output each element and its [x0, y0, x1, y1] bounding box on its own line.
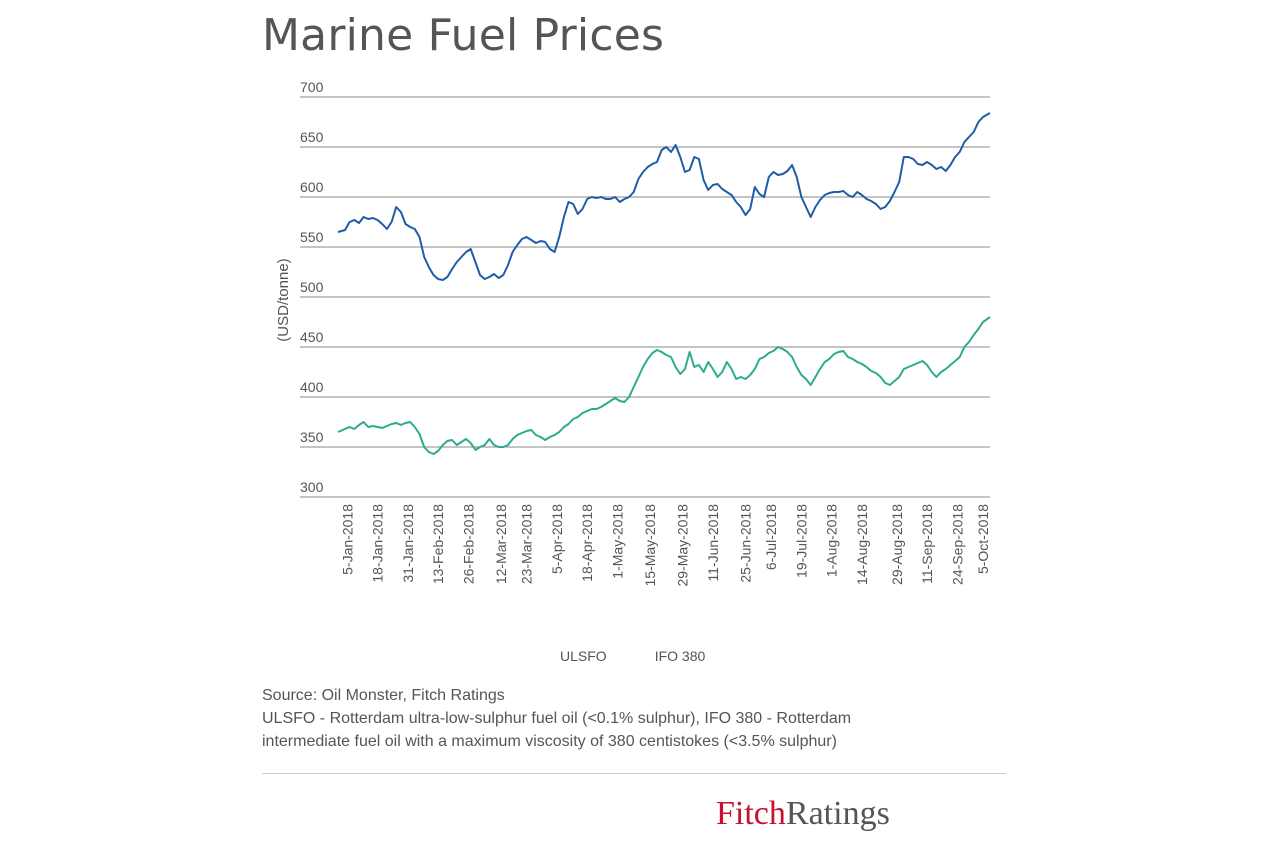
series-line-ulsfo: [337, 112, 991, 281]
logo-fitch: Fitch: [716, 795, 786, 832]
x-tick-label: 12-Mar-2018: [493, 504, 509, 584]
x-tick-label: 18-Apr-2018: [579, 504, 595, 582]
x-tick-label: 31-Jan-2018: [400, 504, 416, 583]
x-tick-label: 25-Jun-2018: [738, 504, 754, 583]
definition-line-2: intermediate fuel oil with a maximum vis…: [262, 733, 837, 750]
x-tick-label: 15-May-2018: [642, 504, 658, 587]
source-line: Source: Oil Monster, Fitch Ratings: [262, 687, 505, 704]
y-tick-label: 450: [300, 329, 324, 345]
x-tick-label: 26-Feb-2018: [460, 504, 476, 584]
logo-ratings: Ratings: [785, 795, 890, 832]
series-line-ifo-380: [337, 316, 991, 455]
x-tick-label: 23-Mar-2018: [519, 504, 535, 584]
divider: [262, 773, 1006, 774]
x-tick-label: 5-Jan-2018: [339, 504, 355, 575]
y-tick-label: 700: [300, 79, 324, 95]
y-tick-label: 550: [300, 229, 324, 245]
x-tick-label: 29-May-2018: [675, 504, 691, 587]
x-tick-label: 24-Sep-2018: [949, 504, 965, 585]
y-tick-label: 650: [300, 129, 324, 145]
x-tick-label: 14-Aug-2018: [854, 504, 870, 585]
definition-line-1: ULSFO - Rotterdam ultra-low-sulphur fuel…: [262, 710, 852, 727]
gridlines: [300, 96, 990, 498]
x-tick-label: 11-Jun-2018: [705, 504, 721, 582]
chart-title: Marine Fuel Prices: [262, 10, 665, 61]
legend-ulsfo: ULSFO: [560, 648, 607, 664]
y-axis-ticks: 300 350 400 450 500 550 600 650 700: [300, 79, 324, 495]
x-tick-label: 5-Apr-2018: [549, 504, 565, 574]
x-tick-label: 19-Jul-2018: [793, 504, 809, 578]
x-tick-label: 6-Jul-2018: [763, 504, 779, 570]
x-tick-label: 18-Jan-2018: [370, 504, 386, 583]
x-tick-label: 13-Feb-2018: [430, 504, 446, 584]
x-axis-ticks: 5-Jan-2018 18-Jan-2018 31-Jan-2018 13-Feb-2…: [339, 504, 991, 587]
y-tick-label: 300: [300, 479, 324, 495]
x-tick-label: 29-Aug-2018: [889, 504, 905, 585]
y-axis-label: (USD/tonne): [275, 258, 292, 341]
legend: ULSFO IFO 380: [560, 648, 705, 664]
series-lines: [337, 112, 991, 455]
y-tick-label: 600: [300, 179, 324, 195]
y-tick-label: 350: [300, 429, 324, 445]
x-tick-label: 11-Sep-2018: [919, 504, 935, 584]
fitch-ratings-logo: FitchRatings: [716, 795, 890, 833]
y-tick-label: 400: [300, 379, 324, 395]
source-note: Source: Oil Monster, Fitch Ratings ULSFO…: [262, 684, 1022, 753]
x-tick-label: 1-Aug-2018: [824, 504, 840, 577]
legend-ifo380: IFO 380: [654, 648, 706, 664]
x-tick-label: 1-May-2018: [609, 504, 625, 579]
y-tick-label: 500: [300, 279, 324, 295]
x-tick-label: 5-Oct-2018: [975, 504, 991, 574]
